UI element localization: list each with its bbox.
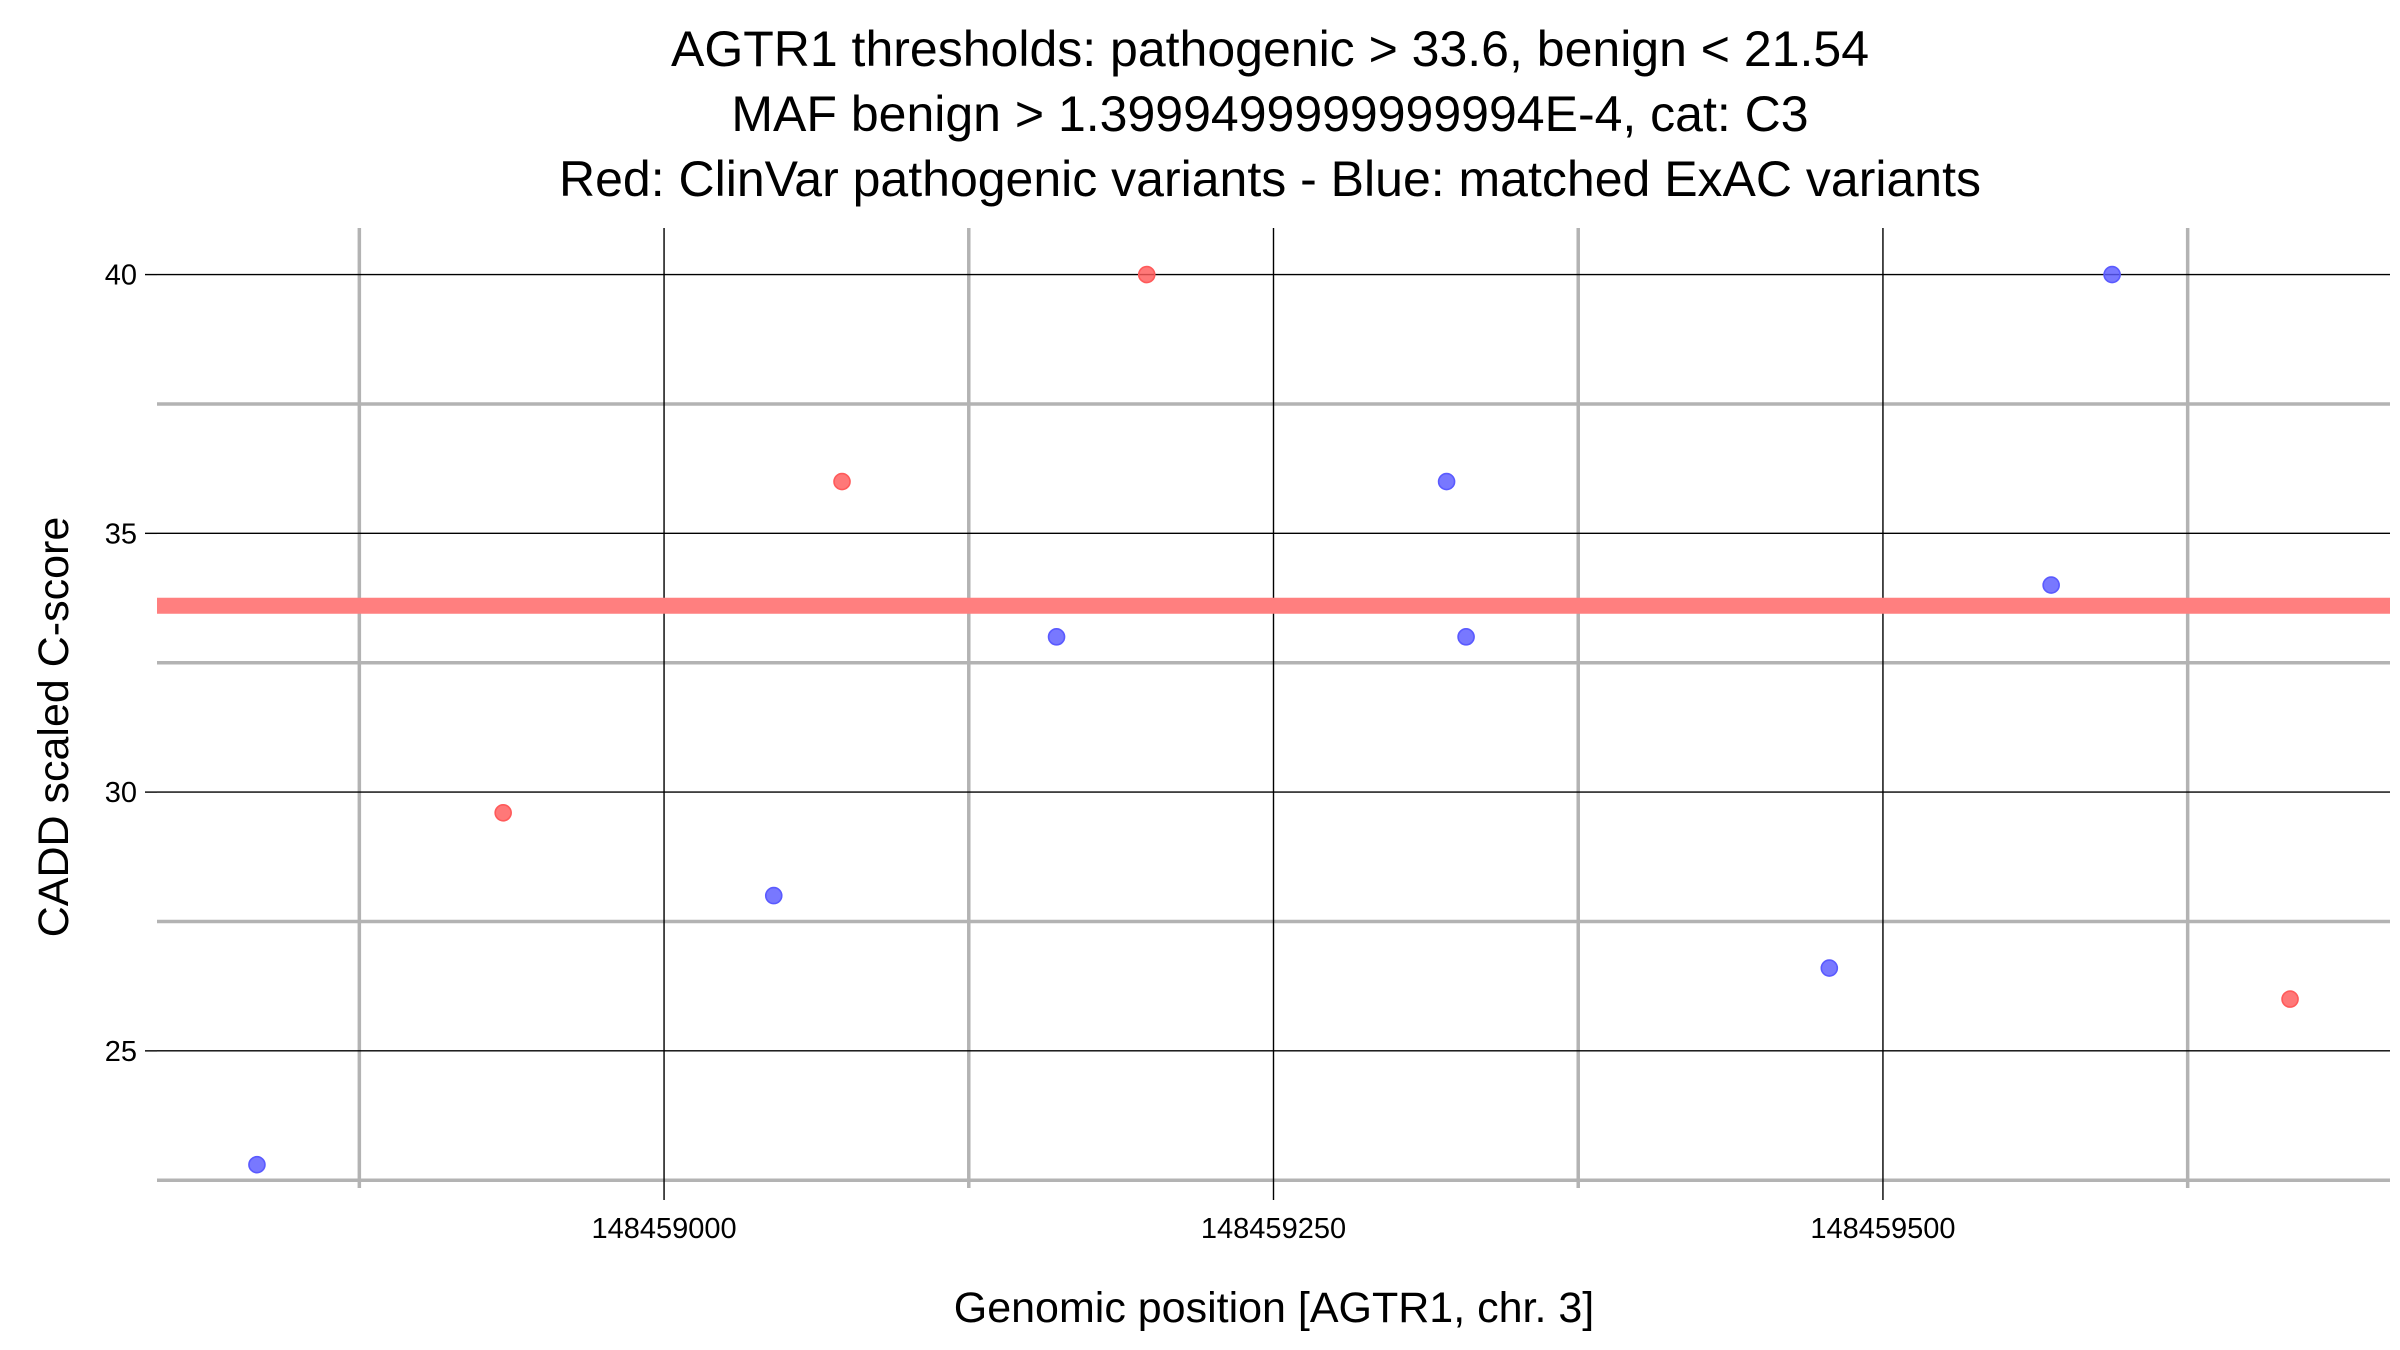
exac-point: [248, 1155, 266, 1174]
exac-point: [1457, 628, 1475, 646]
x-tick-label: 148459000: [591, 1213, 736, 1245]
axis-ticks: 25 30 35 40 148459000 148459250 148459500: [105, 260, 1956, 1245]
major-gridlines: [157, 228, 2390, 1188]
clinvar-point: [2281, 990, 2299, 1008]
title-line-3: Red: ClinVar pathogenic variants - Blue:…: [559, 151, 1981, 207]
exac-point: [1047, 628, 1066, 646]
title-line-1: AGTR1 thresholds: pathogenic > 33.6, ben…: [671, 21, 1869, 77]
exac-point: [2103, 265, 2121, 284]
x-axis-title: Genomic position [AGTR1, chr. 3]: [954, 1284, 1595, 1332]
clinvar-point: [833, 472, 851, 491]
chart-title: AGTR1 thresholds: pathogenic > 33.6, ben…: [559, 21, 1981, 207]
data-points: [248, 265, 2299, 1174]
y-axis-title: CADD scaled C-score: [30, 517, 78, 938]
clinvar-point: [1137, 265, 1156, 284]
exac-point: [2042, 576, 2060, 594]
title-line-2: MAF benign > 1.3999499999999994E-4, cat:…: [731, 86, 1808, 142]
y-tick-label: 40: [105, 260, 137, 292]
exac-point: [1820, 959, 1839, 977]
y-tick-label: 25: [105, 1036, 137, 1068]
exac-point: [1437, 472, 1456, 491]
y-tick-label: 35: [105, 518, 137, 550]
clinvar-point: [494, 803, 512, 822]
y-tick-label: 30: [105, 777, 137, 809]
x-tick-label: 148459500: [1810, 1213, 1955, 1245]
exac-point: [764, 886, 783, 905]
x-tick-label: 148459250: [1201, 1213, 1346, 1245]
